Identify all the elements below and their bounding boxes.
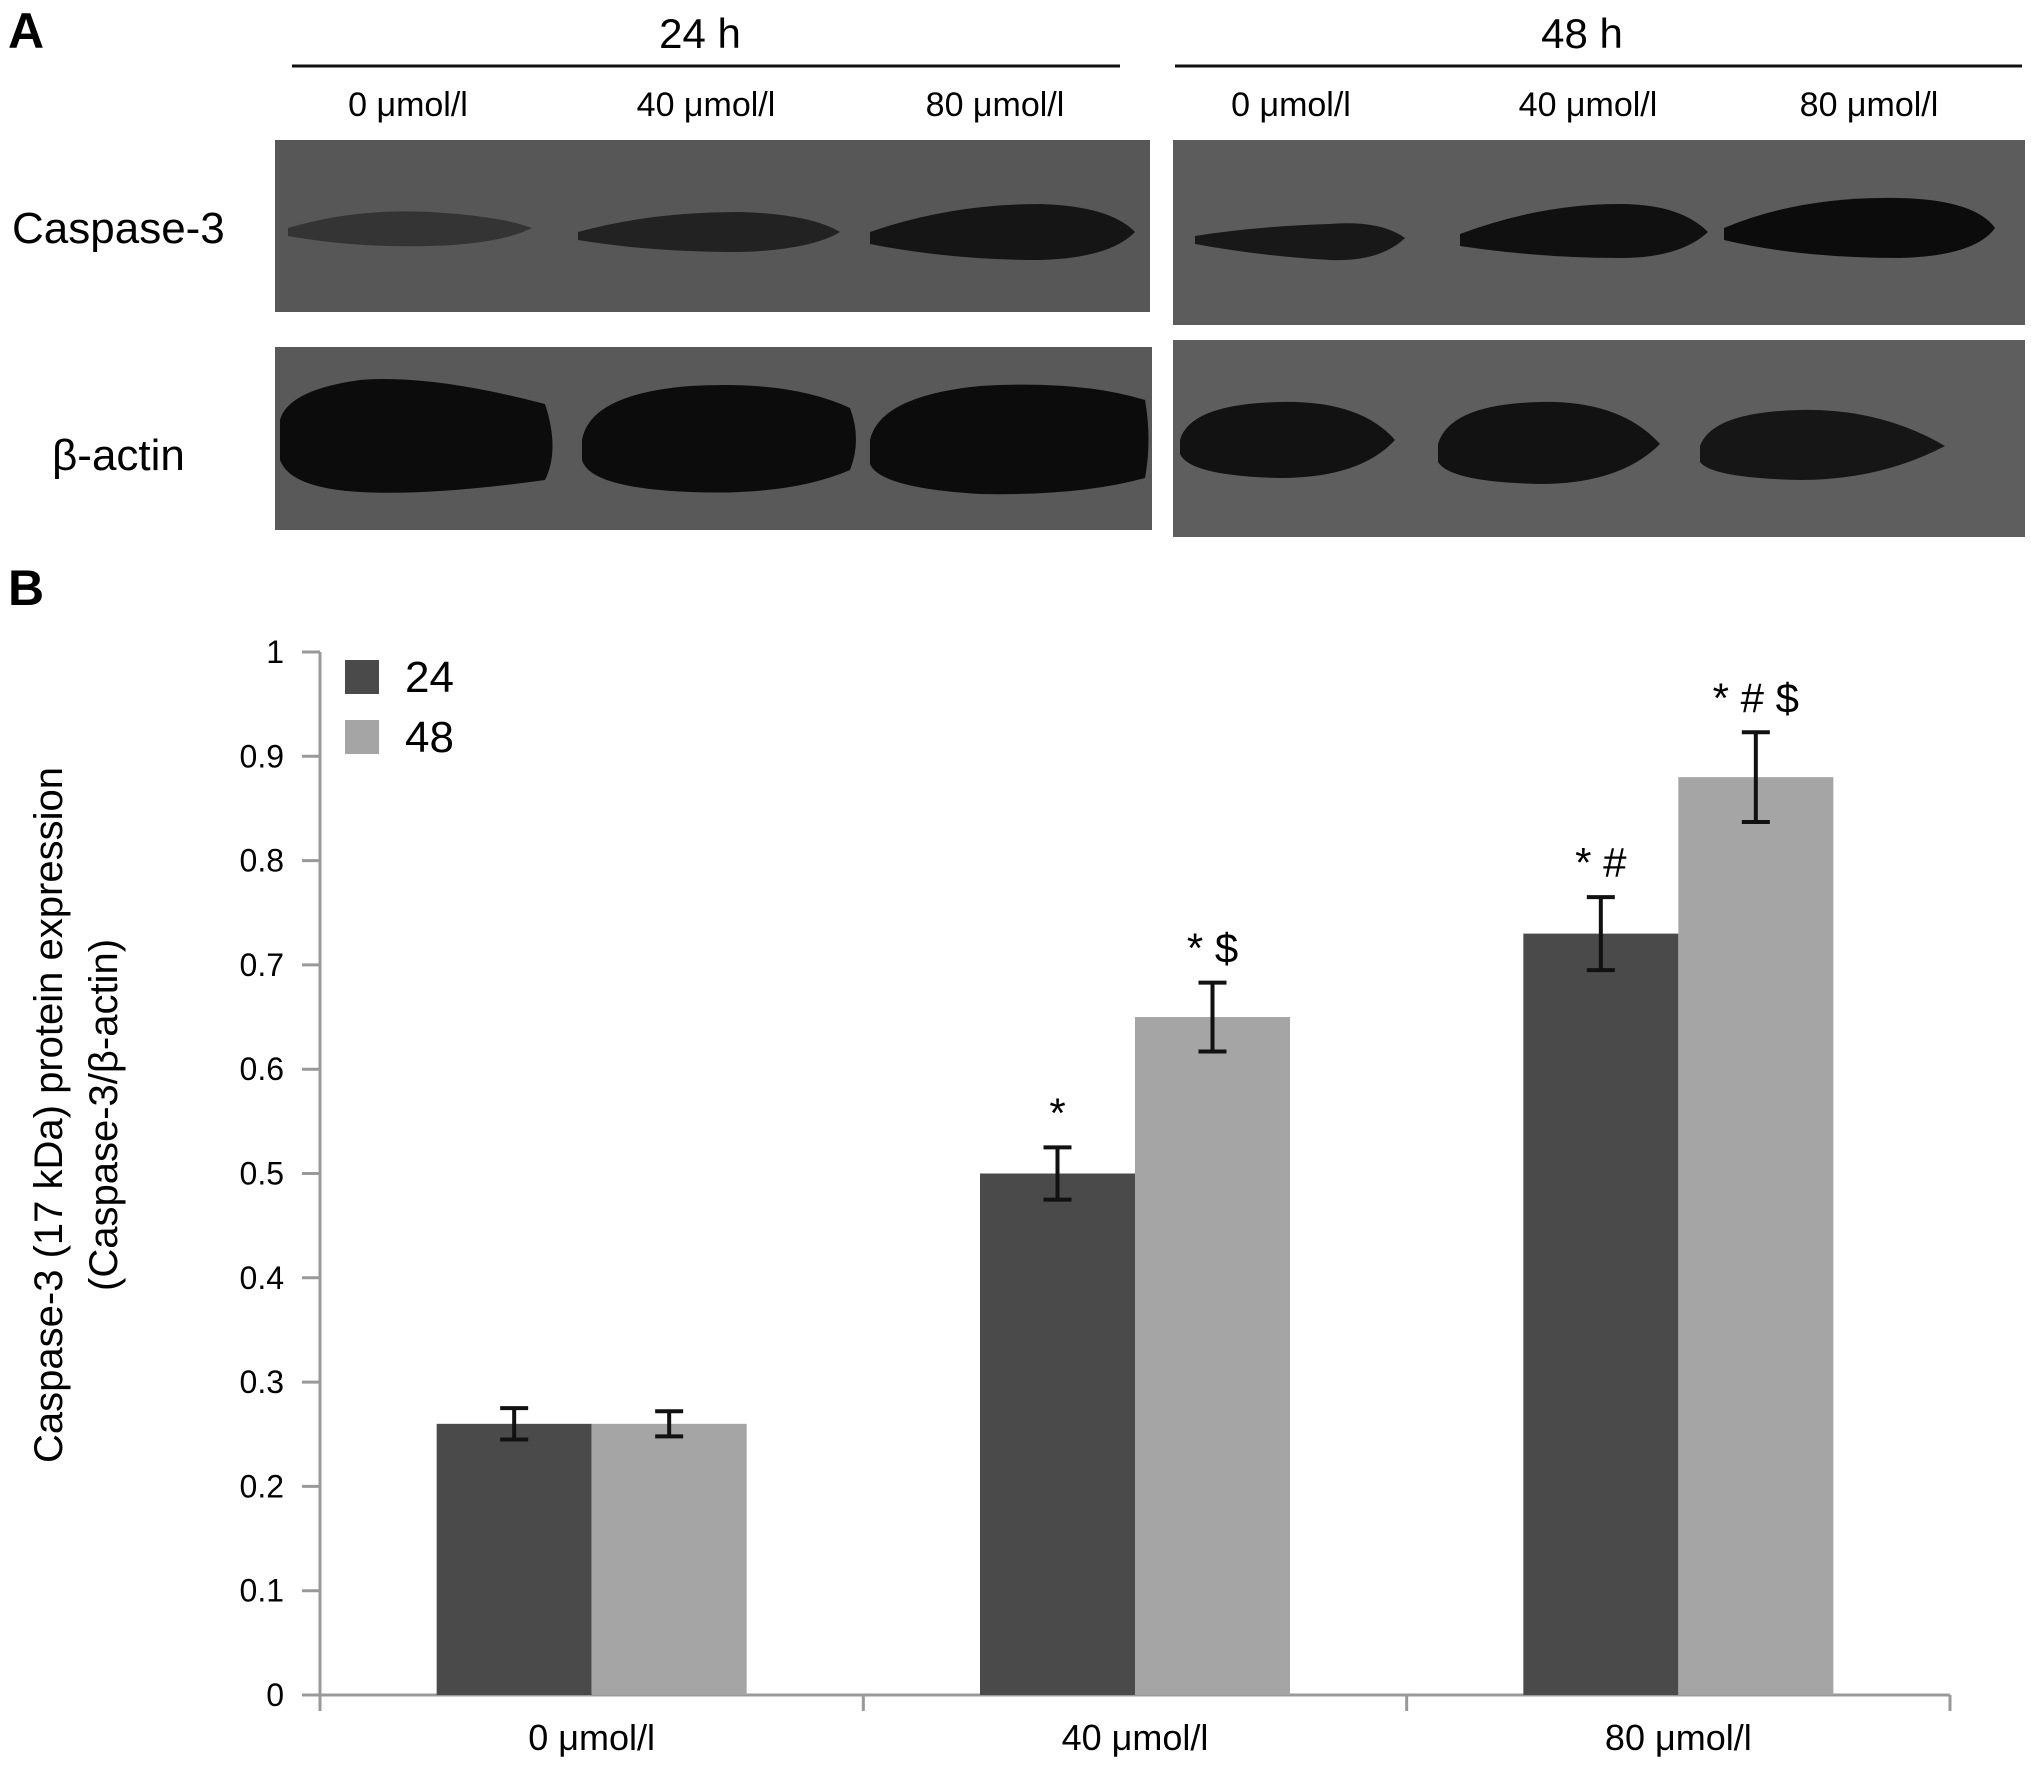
- bar-48-0: [591, 1423, 747, 1695]
- lane-label-24h-80: 80 μmol/l: [926, 86, 1065, 124]
- significance-label: * # $: [1713, 674, 1799, 721]
- lane-label-48h-80: 80 μmol/l: [1800, 86, 1939, 124]
- blot-row-label-caspase3: Caspase-3: [12, 204, 225, 253]
- legend-label-24: 24: [405, 653, 454, 702]
- blot-band-actin-48h-80: [1700, 409, 1945, 480]
- legend-label-48: 48: [405, 713, 454, 762]
- y-tick-label: 0.6: [240, 1051, 284, 1087]
- lane-label-48h-0: 0 μmol/l: [1231, 86, 1351, 124]
- y-tick-label: 0.9: [240, 738, 284, 774]
- y-tick-label: 0.8: [240, 843, 284, 879]
- y-tick-label: 0.1: [240, 1573, 284, 1609]
- blot-band-actin-48h-0: [1180, 401, 1395, 478]
- x-category-label: 0 μmol/l: [528, 1717, 655, 1758]
- bar-48-2: [1678, 777, 1834, 1695]
- blot-band-caspase3-24h-40: [578, 212, 840, 252]
- y-tick-label: 0.7: [240, 947, 284, 983]
- lane-label-24h-0: 0 μmol/l: [348, 86, 468, 124]
- y-tick-label: 1: [266, 634, 284, 670]
- bar-48-1: [1135, 1017, 1290, 1695]
- bar-24-0: [436, 1423, 592, 1695]
- blot-band-caspase3-48h-40: [1460, 204, 1708, 258]
- blot-band-caspase3-24h-0: [288, 211, 532, 247]
- blot-band-actin-24h-0: [280, 379, 553, 493]
- bar-24-2: [1523, 933, 1679, 1695]
- blot-band-actin-24h-80: [870, 384, 1149, 495]
- blot-band-caspase3-48h-0: [1195, 223, 1405, 261]
- blot-band-actin-48h-40: [1438, 401, 1660, 484]
- y-axis-label-line-1: Caspase-3 (17 kDa) protein expression: [27, 767, 71, 1463]
- blot-band-caspase3-48h-80: [1724, 197, 1995, 258]
- lane-label-48h-40: 40 μmol/l: [1519, 86, 1658, 124]
- significance-label: * $: [1187, 925, 1238, 972]
- legend-swatch-24: [345, 660, 379, 694]
- y-tick-label: 0.2: [240, 1468, 284, 1504]
- plot-area: 0 0.1 0.2 0.3 0.4 0.5 0.6 0.7 0.8 0.9 1 0 μmol/l 40 …: [240, 634, 1952, 1758]
- significance-label: * #: [1575, 839, 1627, 886]
- blot-row-label-beta-actin: β-actin: [52, 431, 185, 480]
- panel-b-letter: B: [8, 560, 44, 616]
- y-tick-label: 0: [266, 1677, 284, 1713]
- y-axis-label-line-2: (Caspase-3/β-actin): [82, 939, 126, 1291]
- blot-bands-caspase3: [288, 197, 1995, 261]
- bar-24-1: [980, 1173, 1135, 1695]
- x-category-label: 80 μmol/l: [1605, 1717, 1752, 1758]
- y-tick-label: 0.5: [240, 1156, 284, 1192]
- x-category-label: 40 μmol/l: [1062, 1717, 1209, 1758]
- blot-group-24h-label: 24 h: [659, 10, 741, 57]
- y-tick-label: 0.4: [240, 1260, 284, 1296]
- significance-label: *: [1049, 1089, 1065, 1136]
- blot-group-48h-label: 48 h: [1541, 10, 1623, 57]
- y-tick-label: 0.3: [240, 1364, 284, 1400]
- blot-bands-beta-actin: [280, 379, 1945, 495]
- blot-band-caspase3-24h-80: [870, 204, 1135, 260]
- lane-label-24h-40: 40 μmol/l: [637, 86, 776, 124]
- blot-band-actin-24h-40: [582, 384, 856, 493]
- panel-a-letter: A: [8, 3, 44, 59]
- legend-swatch-48: [345, 720, 379, 754]
